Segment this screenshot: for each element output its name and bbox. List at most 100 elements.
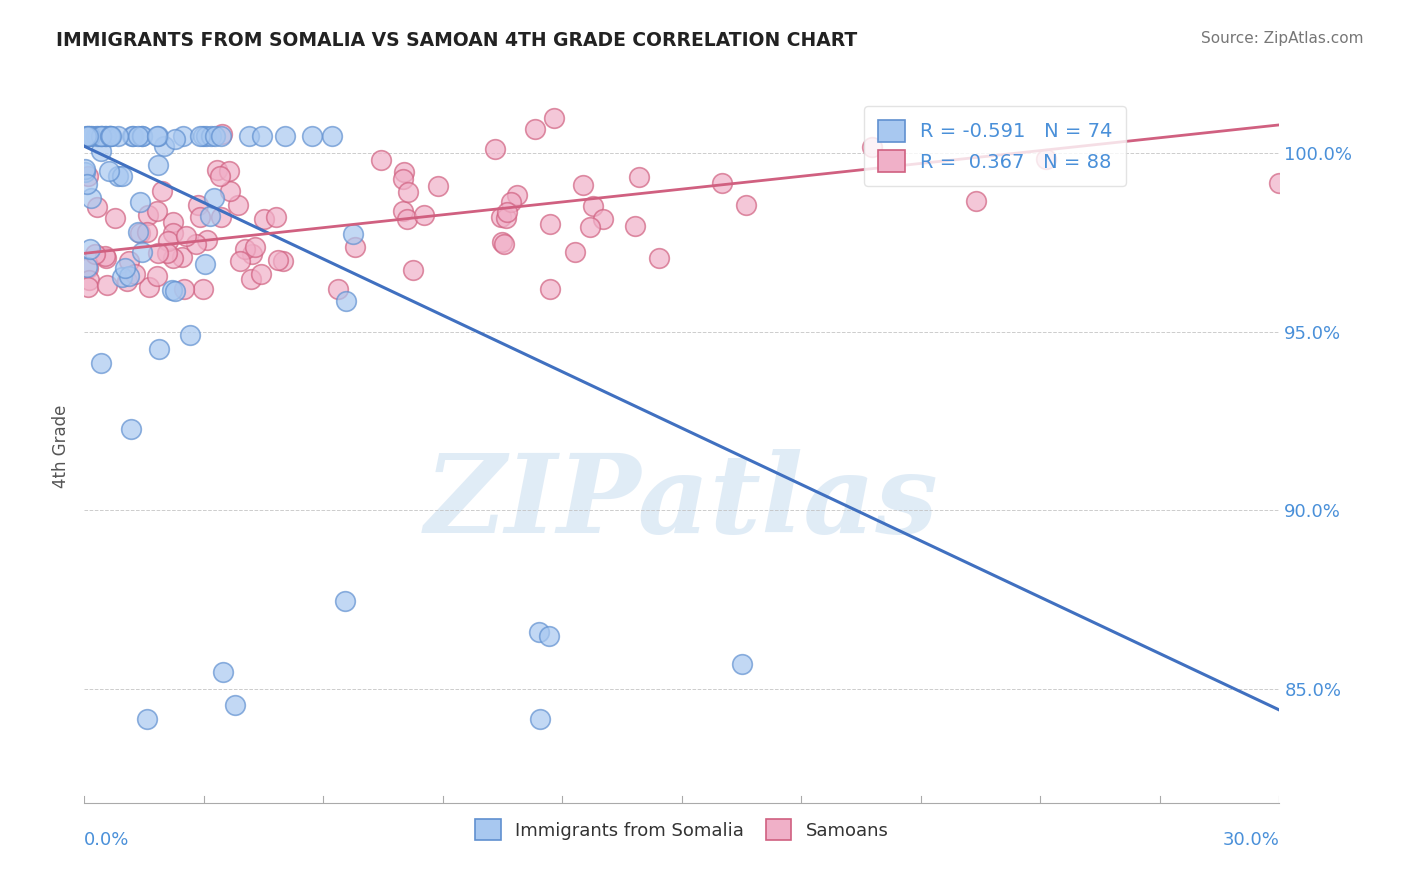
Point: [200, 128, 222, 143]
Point: [138, 280, 160, 294]
Point: [73, 162, 96, 177]
Point: [191, 128, 214, 143]
Point: [395, 211, 418, 226]
Point: [264, 211, 287, 225]
Text: ZIPatlas: ZIPatlas: [425, 450, 939, 557]
Point: [211, 128, 233, 142]
Point: [207, 163, 229, 178]
Point: [150, 185, 173, 199]
Point: [84, 246, 107, 260]
Point: [76, 260, 98, 275]
Point: [1035, 153, 1057, 167]
Point: [146, 269, 169, 284]
Point: [495, 211, 517, 226]
Point: [413, 208, 436, 222]
Point: [128, 226, 150, 240]
Point: [98, 164, 121, 178]
Point: [494, 237, 516, 252]
Point: [162, 215, 184, 229]
Point: [84, 128, 107, 143]
Point: [204, 128, 226, 143]
Point: [80, 191, 103, 205]
Point: [240, 247, 263, 261]
Point: [496, 204, 519, 219]
Point: [127, 226, 149, 240]
Point: [193, 282, 215, 296]
Point: [328, 282, 350, 296]
Point: [860, 140, 883, 154]
Point: [77, 280, 100, 294]
Point: [160, 283, 183, 297]
Point: [174, 229, 197, 244]
Point: [118, 269, 141, 284]
Point: [179, 327, 201, 342]
Point: [195, 233, 218, 247]
Point: [342, 227, 364, 242]
Point: [156, 245, 179, 260]
Point: [79, 128, 101, 143]
Point: [238, 128, 260, 143]
Point: [111, 270, 134, 285]
Point: [122, 128, 145, 143]
Point: [94, 128, 117, 143]
Point: [118, 253, 141, 268]
Point: [114, 260, 136, 275]
Point: [253, 211, 276, 226]
Point: [121, 128, 143, 143]
Point: [129, 195, 152, 210]
Point: [491, 235, 513, 250]
Point: [165, 284, 187, 298]
Point: [321, 128, 343, 143]
Point: [233, 242, 256, 256]
Point: [188, 210, 211, 224]
Point: [391, 203, 413, 218]
Point: [86, 200, 108, 214]
Point: [229, 254, 252, 268]
Point: [146, 204, 169, 219]
Point: [76, 260, 98, 274]
Point: [86, 128, 108, 143]
Point: [226, 198, 249, 212]
Point: [484, 142, 506, 156]
Point: [90, 128, 112, 143]
Point: [538, 282, 561, 296]
Point: [90, 128, 112, 143]
Point: [186, 236, 208, 251]
Point: [131, 128, 153, 143]
Point: [172, 128, 194, 143]
Point: [77, 128, 100, 143]
Point: [965, 194, 987, 208]
Point: [209, 211, 232, 225]
Point: [80, 128, 103, 143]
Text: Source: ZipAtlas.com: Source: ZipAtlas.com: [1201, 31, 1364, 46]
Point: [136, 226, 159, 240]
Point: [627, 169, 650, 184]
Point: [90, 144, 112, 158]
Point: [212, 665, 235, 679]
Point: [250, 267, 273, 281]
Point: [527, 624, 550, 639]
Point: [370, 153, 392, 167]
Point: [146, 128, 169, 143]
Point: [77, 273, 100, 287]
Point: [172, 250, 194, 264]
Point: [146, 128, 169, 143]
Point: [209, 128, 232, 143]
Point: [146, 158, 169, 172]
Point: [273, 253, 295, 268]
Point: [153, 139, 176, 153]
Point: [96, 277, 118, 292]
Point: [218, 164, 240, 178]
Point: [564, 245, 586, 260]
Point: [505, 188, 527, 202]
Point: [194, 257, 217, 271]
Point: [188, 128, 211, 143]
Point: [426, 179, 449, 194]
Point: [266, 253, 288, 268]
Point: [131, 244, 153, 259]
Point: [578, 219, 600, 234]
Point: [96, 128, 118, 143]
Point: [543, 111, 565, 125]
Point: [219, 184, 242, 198]
Point: [136, 712, 159, 726]
